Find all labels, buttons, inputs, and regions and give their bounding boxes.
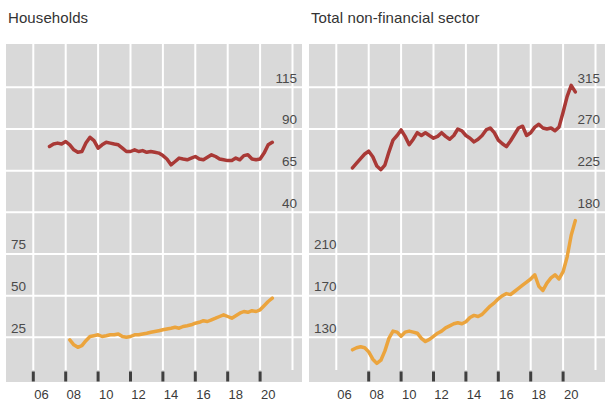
x-axis-label: 10 [99,387,113,402]
x-axis-label: 16 [196,387,210,402]
x-axis-label: 18 [532,387,546,402]
y-axis-label-top: 180 [577,196,600,211]
x-axis-label: 20 [564,387,578,402]
y-axis-label-top: 65 [282,154,297,169]
y-axis-label-bottom: 75 [11,237,26,252]
x-axis-label: 14 [164,387,178,402]
x-axis-label: 08 [67,387,81,402]
x-axis-label: 20 [261,387,275,402]
panel-0: 06 08 10 12 14 16 18 20 115 90 65 40 75 50 25 [6,44,302,402]
y-axis-label-top: 40 [282,196,297,211]
x-axis-label: 18 [229,387,243,402]
panel-1: 06 08 10 12 14 16 18 20 315 270 225 180 210 170 130 [309,44,605,402]
x-axis-label: 10 [402,387,416,402]
x-axis-label: 12 [434,387,448,402]
y-axis-label-bottom: 130 [314,321,337,336]
y-axis-label-bottom: 50 [11,279,26,294]
x-axis-label: 08 [370,387,384,402]
x-axis-label: 06 [34,387,48,402]
x-axis-label: 14 [467,387,481,402]
x-axis-label: 12 [131,387,145,402]
chart-canvas: 06 08 10 12 14 16 18 20 115 90 65 40 75 50 25 06 08 10 12 1… [0,0,609,419]
credit-charts-figure: Households Total non-financial sector 06… [0,0,609,419]
y-axis-label-bottom: 25 [11,321,26,336]
y-axis-label-top: 90 [282,112,297,127]
y-axis-label-top: 225 [577,154,600,169]
x-axis-label: 06 [337,387,351,402]
y-axis-label-top: 315 [577,71,600,86]
y-axis-label-bottom: 210 [314,237,337,252]
x-axis-label: 16 [499,387,513,402]
y-axis-label-bottom: 170 [314,279,337,294]
y-axis-label-top: 115 [275,71,297,86]
y-axis-label-top: 270 [577,112,600,127]
